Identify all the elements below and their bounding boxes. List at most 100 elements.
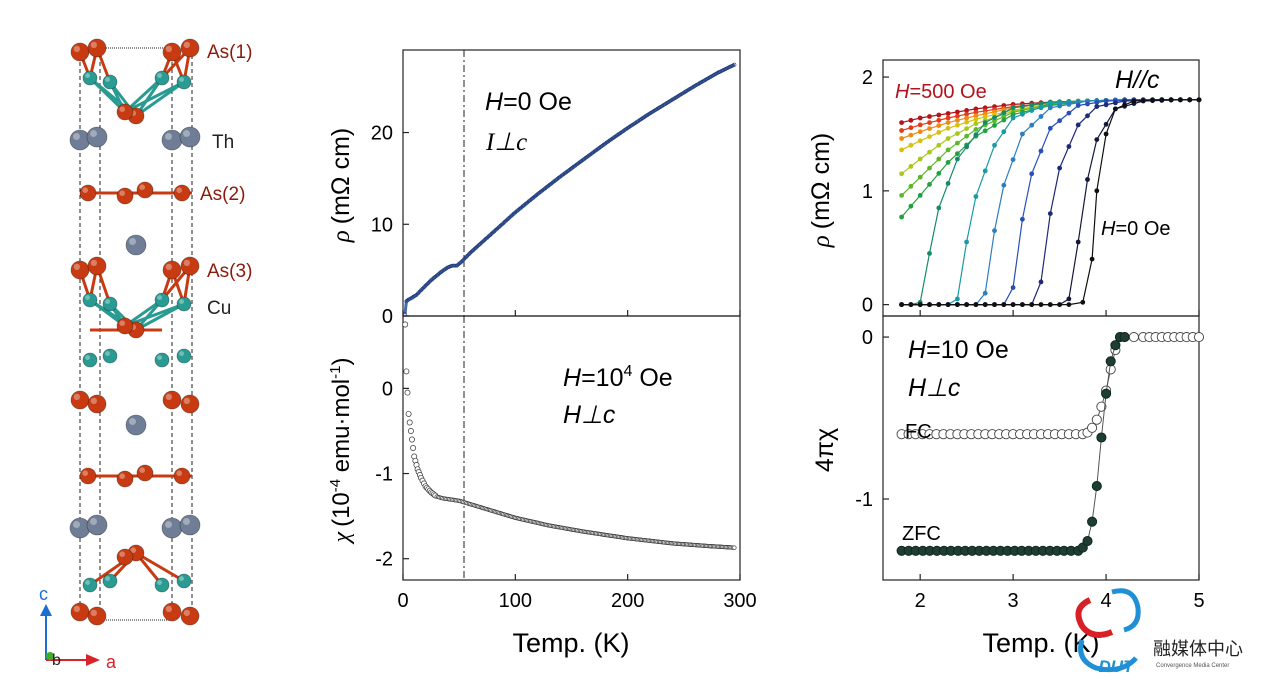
data-point bbox=[936, 302, 942, 307]
data-point bbox=[1047, 100, 1053, 106]
field-direction: H⊥c bbox=[563, 401, 616, 429]
data-point bbox=[899, 193, 904, 198]
data-point bbox=[973, 302, 979, 307]
data-point bbox=[1085, 113, 1090, 119]
data-point bbox=[1001, 110, 1007, 116]
as-atom-highlight bbox=[183, 41, 191, 48]
data-point bbox=[927, 165, 932, 171]
shielding-ylabel: 4πχ bbox=[811, 428, 839, 472]
as-atom bbox=[162, 260, 182, 280]
cu-atom-highlight bbox=[85, 580, 91, 585]
y-tick-label: -1 bbox=[855, 489, 873, 511]
data-point bbox=[1029, 171, 1035, 177]
data-point bbox=[899, 136, 904, 141]
data-point bbox=[945, 120, 951, 125]
data-point bbox=[1001, 117, 1007, 123]
as-atom bbox=[162, 42, 182, 62]
as-atom bbox=[136, 464, 154, 482]
data-point bbox=[917, 129, 923, 135]
data-point bbox=[899, 147, 904, 153]
label-th: Th bbox=[212, 132, 234, 153]
data-point bbox=[973, 121, 979, 127]
label-as2: As(2) bbox=[200, 184, 245, 205]
x-tick-label: 0 bbox=[397, 590, 408, 612]
as-atom-highlight bbox=[119, 473, 125, 480]
data-point bbox=[992, 228, 997, 234]
as-atom-highlight bbox=[119, 320, 125, 327]
as-atom bbox=[116, 187, 134, 205]
data-point bbox=[1001, 114, 1007, 119]
data-point bbox=[406, 419, 413, 426]
as-atom bbox=[70, 602, 90, 622]
data-point bbox=[917, 193, 923, 198]
data-point bbox=[1001, 302, 1007, 307]
watermark-text: 融媒体中心 bbox=[1153, 639, 1243, 659]
data-point bbox=[927, 251, 932, 256]
x-tick-label: 300 bbox=[723, 590, 756, 612]
data-point bbox=[917, 174, 923, 180]
th-atom bbox=[86, 126, 108, 148]
data-point bbox=[908, 117, 914, 123]
th-atom bbox=[125, 414, 147, 436]
cu-atom bbox=[82, 577, 98, 593]
logo-swirl-red bbox=[1075, 597, 1114, 638]
data-point bbox=[955, 109, 960, 115]
cu-atom bbox=[154, 577, 170, 593]
data-point bbox=[973, 113, 979, 119]
data-point bbox=[1047, 302, 1053, 307]
data-point bbox=[405, 410, 412, 417]
data-point bbox=[992, 142, 997, 148]
data-point bbox=[1196, 97, 1202, 103]
data-point bbox=[992, 123, 997, 128]
data-point bbox=[936, 142, 942, 148]
cu-atom bbox=[154, 70, 170, 86]
y-tick-label: 20 bbox=[371, 123, 393, 145]
data-point bbox=[1103, 98, 1109, 104]
data-point bbox=[1122, 98, 1127, 104]
data-point bbox=[1094, 100, 1100, 105]
data-point bbox=[908, 183, 914, 189]
data-point bbox=[936, 171, 942, 176]
data-point bbox=[1010, 302, 1016, 307]
data-point bbox=[955, 156, 960, 162]
data-point bbox=[1085, 177, 1090, 182]
data-point bbox=[1057, 165, 1062, 171]
data-point bbox=[964, 302, 969, 307]
th-atom-highlight bbox=[129, 238, 136, 245]
data-point bbox=[982, 290, 988, 296]
data-point bbox=[1029, 108, 1035, 113]
zero-field-annotation: H=0 Oe bbox=[1101, 218, 1171, 240]
data-point bbox=[964, 111, 969, 117]
y-tick-label: -2 bbox=[375, 549, 393, 571]
th-atom bbox=[86, 514, 108, 536]
data-point bbox=[927, 149, 932, 155]
data-point bbox=[1075, 103, 1081, 108]
structure-labels: As(1) Th As(2) As(3) Cu bbox=[200, 42, 252, 319]
as-atom-highlight bbox=[165, 393, 173, 400]
label-as3: As(3) bbox=[207, 261, 252, 282]
data-point bbox=[927, 126, 932, 131]
data-point bbox=[908, 142, 914, 148]
cu-atom-highlight bbox=[105, 576, 111, 581]
data-point bbox=[917, 138, 923, 144]
data-point bbox=[1057, 103, 1062, 109]
data-point bbox=[1094, 104, 1100, 109]
th-atom bbox=[125, 234, 147, 256]
data-point bbox=[945, 111, 951, 116]
rho-ylabel: ρ(mΩ cm) bbox=[807, 133, 835, 248]
data-point bbox=[405, 298, 410, 303]
data-point bbox=[955, 151, 960, 157]
data-point bbox=[964, 144, 969, 150]
current-direction: I⊥c bbox=[485, 129, 527, 156]
data-point bbox=[982, 302, 988, 307]
bond bbox=[124, 80, 185, 114]
fc-point bbox=[1128, 332, 1139, 343]
data-point bbox=[410, 445, 417, 451]
zfc-point bbox=[1119, 332, 1130, 343]
data-point bbox=[955, 113, 960, 119]
as-atom bbox=[87, 256, 107, 276]
as-atom bbox=[180, 606, 200, 626]
as-atom bbox=[173, 184, 191, 202]
cu-atom-highlight bbox=[179, 299, 184, 304]
zfc-point bbox=[1101, 388, 1112, 399]
